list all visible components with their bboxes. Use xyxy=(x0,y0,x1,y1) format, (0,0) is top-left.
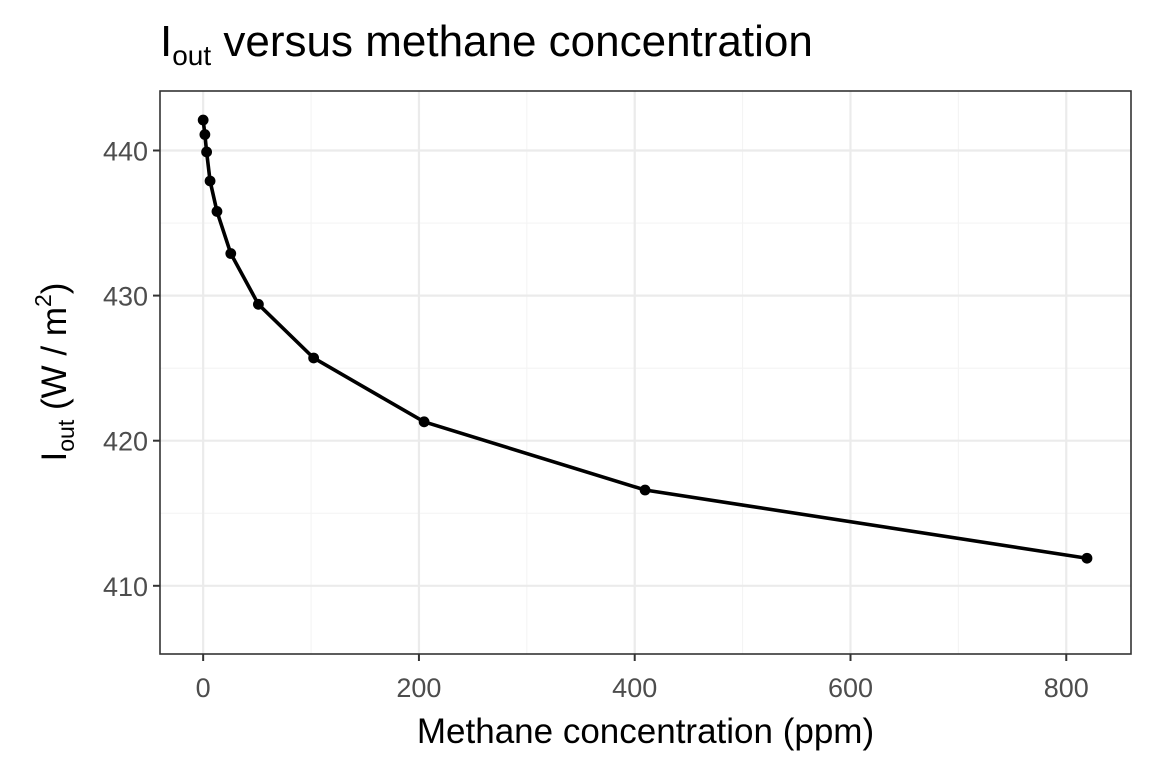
y-axis-title-open: (W xyxy=(35,365,74,419)
data-point xyxy=(201,146,213,158)
x-axis: 0 200 400 600 800 xyxy=(196,654,1089,703)
data-point xyxy=(204,175,216,187)
y-axis-title-unit: m xyxy=(35,307,74,336)
chart-title-main: I xyxy=(160,17,172,66)
x-tick-label: 0 xyxy=(196,673,211,703)
x-axis-title: Methane concentration (ppm) xyxy=(417,712,874,751)
y-axis-title-slash: / xyxy=(35,336,74,365)
chart-title: Iout versus methane concentration xyxy=(160,17,813,71)
data-point xyxy=(225,248,237,259)
y-tick-label: 440 xyxy=(103,136,148,166)
y-axis-title-main: I xyxy=(35,452,74,462)
data-point xyxy=(639,484,651,496)
data-point xyxy=(418,416,430,428)
plot-panel xyxy=(160,91,1131,654)
x-tick-label: 400 xyxy=(612,673,657,703)
data-point xyxy=(252,298,264,310)
data-point xyxy=(199,129,211,140)
y-tick-label: 420 xyxy=(103,427,148,457)
y-axis-title-close: ) xyxy=(35,283,74,295)
chart-title-subscript: out xyxy=(172,40,211,71)
grid-minor xyxy=(160,91,1131,654)
y-axis-title: Iout (W / m2) xyxy=(30,283,79,462)
y-axis-title-subscript: out xyxy=(53,419,79,452)
data-point xyxy=(211,206,223,217)
y-axis: 410 420 430 440 xyxy=(103,136,160,602)
data-point xyxy=(1081,552,1093,564)
y-tick-label: 410 xyxy=(103,572,148,602)
data-point xyxy=(308,352,320,364)
grid-major xyxy=(160,91,1131,654)
chart-title-rest: versus methane concentration xyxy=(211,17,813,66)
y-tick-label: 430 xyxy=(103,282,148,312)
plot-panel-border xyxy=(159,90,1132,655)
y-axis-title-superscript: 2 xyxy=(30,294,56,307)
x-tick-label: 800 xyxy=(1044,673,1089,703)
x-tick-label: 200 xyxy=(396,673,441,703)
x-tick-label: 600 xyxy=(828,673,873,703)
data-point xyxy=(197,114,209,126)
data-series xyxy=(197,114,1093,564)
